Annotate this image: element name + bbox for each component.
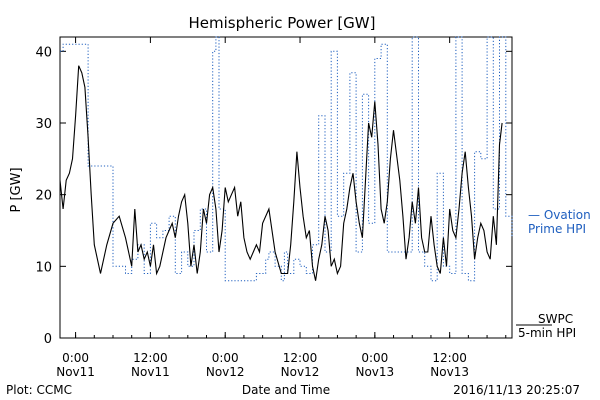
y-tick-label-4: 40 — [35, 45, 52, 60]
x-tick-label-time-1: 12:00 — [133, 351, 168, 365]
x-tick-label-date-0: Nov11 — [56, 365, 95, 379]
footer-timestamp: 2016/11/13 20:25:07 — [453, 383, 580, 397]
x-tick-label-time-3: 12:00 — [283, 351, 318, 365]
legend-ovation-line2: Prime HPI — [528, 222, 586, 236]
x-tick-label-time-4: 0:00 — [361, 351, 388, 365]
y-tick-label-3: 30 — [35, 117, 52, 132]
x-tick-label-date-3: Nov12 — [281, 365, 320, 379]
x-tick-label-date-1: Nov11 — [131, 365, 170, 379]
y-axis-label: P [GW] — [9, 167, 24, 212]
y-axis: 0 10 20 30 40 — [35, 45, 512, 347]
x-tick-label-time-0: 0:00 — [62, 351, 89, 365]
y-tick-label-0: 0 — [44, 332, 52, 347]
footer-plot-credit: Plot: CCMC — [6, 383, 72, 397]
series-line-ovation — [60, 36, 513, 282]
plot-frame — [59, 36, 513, 339]
legend-swpc-line2: 5-min HPI — [518, 326, 576, 340]
series-line-swpc — [59, 65, 503, 281]
y-tick-label-2: 20 — [35, 189, 52, 204]
legend-swpc: SWPC 5-min HPI — [516, 312, 576, 340]
legend-ovation: — Ovation Prime HPI — [528, 208, 591, 236]
x-tick-label-time-5: 12:00 — [432, 351, 467, 365]
series-layer — [59, 36, 513, 282]
legend-ovation-line1: — Ovation — [528, 208, 591, 222]
x-axis-label: Date and Time — [242, 383, 330, 397]
x-tick-label-date-2: Nov12 — [206, 365, 245, 379]
chart-title: Hemispheric Power [GW] — [189, 14, 376, 32]
x-tick-label-date-5: Nov13 — [430, 365, 469, 379]
x-axis: 0:00Nov1112:00Nov110:00Nov1212:00Nov120:… — [56, 37, 507, 379]
y-tick-label-1: 10 — [35, 260, 52, 275]
x-tick-label-date-4: Nov13 — [355, 365, 394, 379]
x-tick-label-time-2: 0:00 — [212, 351, 239, 365]
legend-swpc-line1: SWPC — [538, 312, 573, 326]
